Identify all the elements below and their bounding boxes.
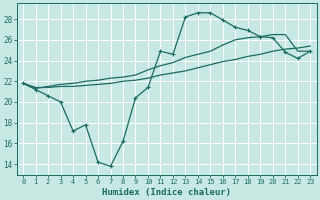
X-axis label: Humidex (Indice chaleur): Humidex (Indice chaleur) <box>102 188 231 197</box>
